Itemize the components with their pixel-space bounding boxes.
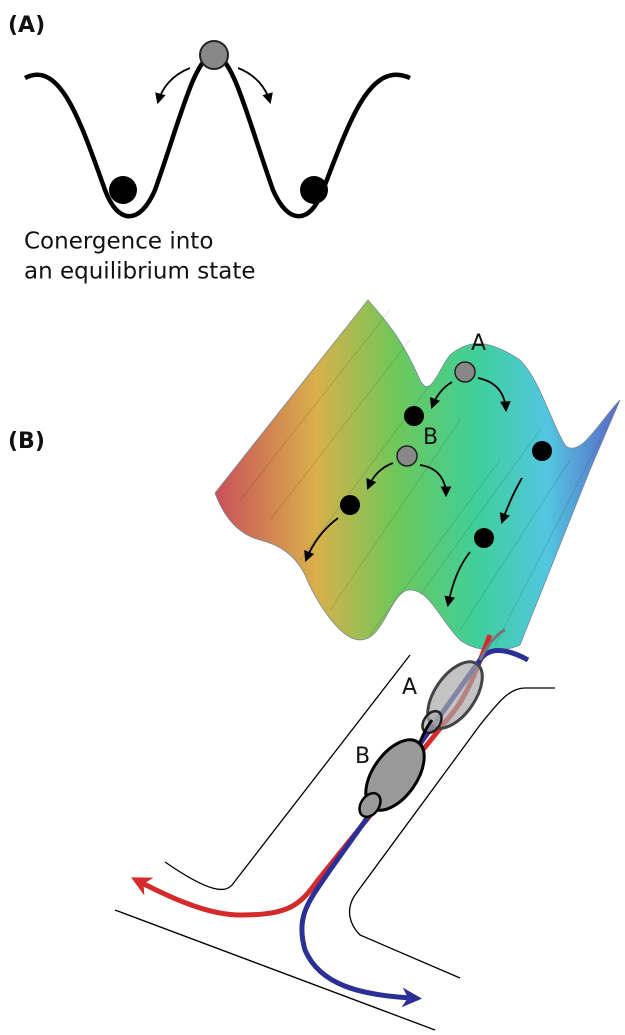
point-label: B — [423, 425, 438, 450]
ball — [474, 528, 494, 548]
ball — [340, 495, 360, 515]
point-label: A — [471, 331, 486, 356]
potential-curve — [25, 55, 410, 216]
maze-wall — [115, 910, 435, 1030]
mouse-b — [354, 720, 436, 821]
blue-trajectory — [302, 651, 528, 998]
stable-ball — [109, 176, 137, 204]
energy-surface — [215, 300, 620, 650]
ball — [404, 406, 424, 426]
ball — [532, 441, 552, 461]
ball-a — [455, 362, 475, 382]
red-trajectory — [140, 635, 490, 915]
point-label: A — [402, 675, 417, 700]
ball-b — [397, 446, 417, 466]
panel-label: (B) — [8, 429, 45, 454]
point-label: B — [355, 744, 370, 769]
maze-wall — [350, 688, 555, 978]
caption: an equilibrium state — [24, 259, 255, 285]
stable-ball — [300, 176, 328, 204]
unstable-ball — [200, 41, 228, 69]
figure: (A) Conergence into an equilibrium state… — [0, 0, 625, 1035]
panel-label: (A) — [8, 13, 45, 38]
caption: Conergence into — [24, 229, 213, 255]
